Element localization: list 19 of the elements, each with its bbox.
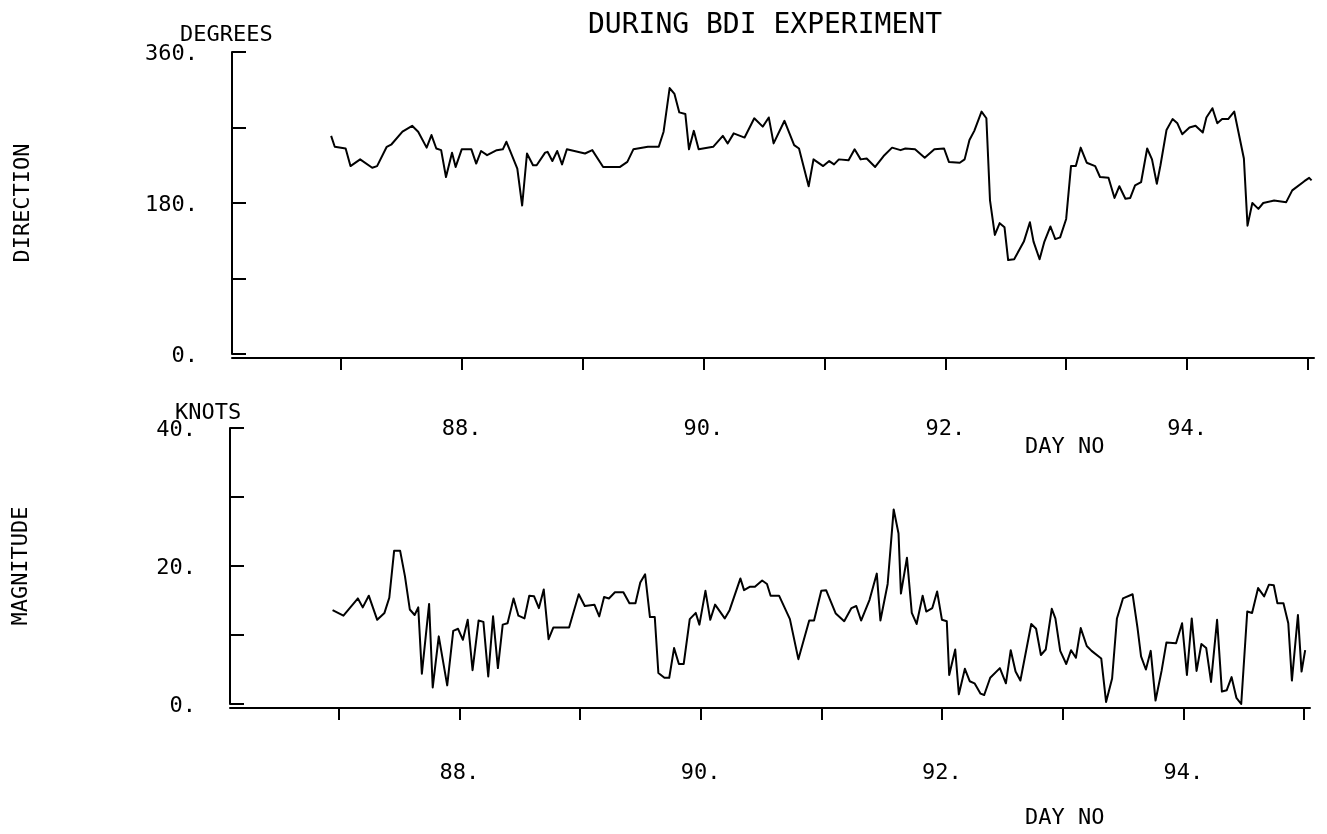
x-tick-label: 92. [925,414,966,440]
y-axis-title: DIRECTION [8,143,34,263]
x-tick-label: 90. [680,758,721,784]
y-tick-label: 20. [156,553,196,579]
y-tick-label: 0. [169,691,196,717]
x-tick-label: 94. [1163,758,1204,784]
y-axis-title: MAGNITUDE [6,506,32,626]
chart-title: DURING BDI EXPERIMENT [587,6,943,40]
x-tick-label: 94. [1167,414,1207,440]
x-axis-title: DAY NO [1024,432,1105,458]
x-axis-title: DAY NO [1024,803,1105,829]
x-tick-label: 92. [922,758,962,784]
x-tick-label: 88. [439,758,480,784]
line-series [330,87,1313,262]
x-tick-label: 88. [441,414,482,440]
y-tick-label: 180. [145,190,198,216]
line-series [331,508,1307,705]
y-tick-label: 0. [171,341,198,367]
x-tick-label: 90. [683,414,724,440]
